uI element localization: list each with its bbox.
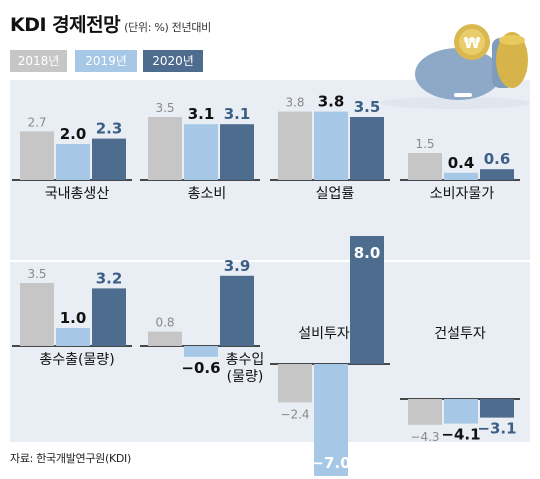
bar bbox=[444, 399, 478, 424]
unit-note: (단위: %) 전년대비 bbox=[124, 21, 211, 34]
bar bbox=[184, 346, 218, 357]
bar bbox=[148, 331, 182, 346]
legend-item-2020: 2020년 bbox=[143, 50, 203, 72]
bar bbox=[278, 364, 312, 403]
piggy-bank-body bbox=[415, 48, 501, 100]
won-coin-inner bbox=[459, 29, 485, 55]
category-label: 소비자물가 bbox=[430, 186, 495, 202]
value-label: 0.8 bbox=[155, 316, 174, 330]
coin-top bbox=[499, 35, 525, 45]
bar bbox=[314, 364, 348, 476]
bar bbox=[444, 172, 478, 180]
value-label: 3.8 bbox=[285, 96, 304, 110]
value-label: 3.2 bbox=[96, 269, 123, 287]
category-label: 설비투자 bbox=[298, 326, 350, 342]
value-label: 2.3 bbox=[96, 120, 123, 138]
value-label: 2.7 bbox=[27, 115, 46, 129]
won-coin-symbol: ₩ bbox=[464, 34, 481, 52]
category-label: 총수입 (물량) bbox=[226, 352, 265, 385]
bar bbox=[92, 138, 126, 180]
bar bbox=[56, 144, 90, 180]
category-label: 총수출(물량) bbox=[39, 352, 114, 368]
coin-stack bbox=[496, 32, 528, 88]
value-label: 3.5 bbox=[27, 267, 46, 281]
bar bbox=[184, 124, 218, 180]
value-label: 3.5 bbox=[155, 101, 174, 115]
value-label: −4.1 bbox=[441, 426, 480, 444]
bar bbox=[56, 328, 90, 346]
bar bbox=[92, 288, 126, 346]
value-label: 1.0 bbox=[60, 309, 87, 327]
value-label: 3.9 bbox=[224, 257, 251, 275]
value-label: −4.3 bbox=[410, 430, 439, 444]
bar bbox=[20, 283, 54, 346]
value-label: −0.6 bbox=[181, 359, 220, 377]
value-label: 8.0 bbox=[354, 244, 381, 262]
bar bbox=[220, 275, 254, 346]
bar bbox=[480, 399, 514, 418]
bar bbox=[314, 111, 348, 180]
legend-item-2019: 2019년 bbox=[75, 50, 137, 72]
value-label: 1.5 bbox=[415, 137, 434, 151]
category-label: 총소비 bbox=[188, 186, 227, 202]
value-label: −3.1 bbox=[477, 420, 516, 438]
bar bbox=[408, 399, 442, 425]
piggy-bank-slot bbox=[454, 93, 472, 97]
category-label: 건설투자 bbox=[434, 326, 486, 342]
value-label: 0.6 bbox=[484, 150, 511, 168]
source-note: 자료: 한국개발연구원(KDI) bbox=[10, 452, 131, 465]
category-label: 실업률 bbox=[316, 186, 355, 202]
legend-item-2018: 2018년 bbox=[10, 50, 67, 72]
value-label: 3.5 bbox=[354, 98, 381, 116]
bar bbox=[278, 111, 312, 180]
bar bbox=[350, 236, 384, 364]
value-label: 3.8 bbox=[318, 93, 345, 111]
bar bbox=[148, 117, 182, 180]
bar bbox=[408, 153, 442, 180]
bar bbox=[20, 131, 54, 180]
value-label: 2.0 bbox=[60, 125, 87, 143]
value-label: 3.1 bbox=[224, 105, 251, 123]
value-label: −2.4 bbox=[280, 407, 309, 421]
chart-title: KDI 경제전망 (단위: %) 전년대비 bbox=[10, 14, 211, 36]
value-label: 3.1 bbox=[188, 105, 215, 123]
bar bbox=[480, 169, 514, 180]
category-label: 국내총생산 bbox=[45, 186, 110, 202]
value-label: −7.0 bbox=[311, 454, 350, 472]
bar bbox=[220, 124, 254, 180]
bar bbox=[350, 117, 384, 180]
value-label: 0.4 bbox=[448, 154, 475, 172]
illustration-shadow bbox=[380, 97, 530, 109]
